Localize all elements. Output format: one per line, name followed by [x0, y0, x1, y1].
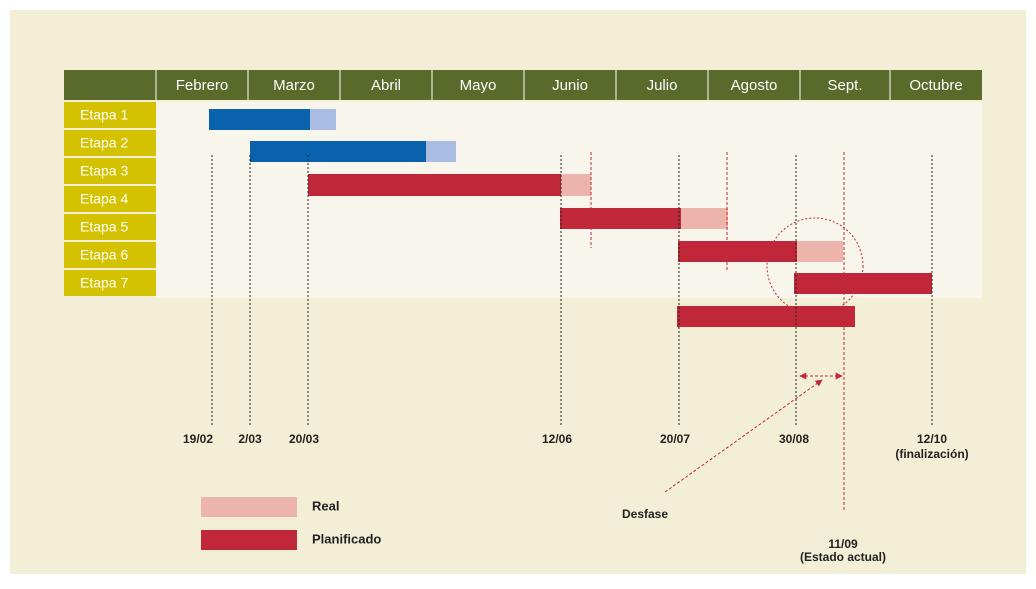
legend-swatch [201, 497, 297, 517]
date-label: 20/03 [289, 432, 319, 446]
current-date: 11/09 [828, 537, 858, 551]
stage-cell [64, 270, 156, 296]
stage-cell [64, 186, 156, 212]
bar-real [797, 241, 843, 262]
stage-label: Etapa 2 [80, 135, 128, 151]
stage-cell [64, 130, 156, 156]
bars [209, 109, 932, 327]
month-label: Febrero [176, 77, 229, 94]
stage-label: Etapa 4 [80, 191, 128, 207]
month-label: Mayo [460, 77, 497, 94]
bar-real [561, 174, 591, 196]
legend-label: Real [312, 498, 339, 513]
stage-label: Etapa 5 [80, 219, 128, 235]
stage-label: Etapa 6 [80, 247, 128, 263]
date-label: 12/10 [917, 432, 947, 446]
annotation: Desfase [622, 507, 668, 521]
month-label: Julio [647, 77, 678, 94]
bar-planned [560, 208, 681, 229]
annotation-arrow [664, 379, 823, 493]
stage-label: Etapa 7 [80, 275, 128, 291]
bar-real [426, 141, 456, 162]
legend-label: Planificado [312, 531, 381, 546]
month-label: Octubre [909, 77, 962, 94]
date-label: 12/06 [542, 432, 572, 446]
stage-label: Etapa 3 [80, 163, 128, 179]
stage-cell [64, 242, 156, 268]
bar-planned [250, 141, 426, 162]
bar-planned [678, 241, 797, 262]
date-label: 20/07 [660, 432, 690, 446]
bar-real [681, 208, 728, 229]
end-note: (finalización) [895, 447, 968, 461]
month-label: Agosto [731, 77, 778, 94]
stage-cell [64, 158, 156, 184]
bar-planned [308, 174, 561, 196]
month-label: Junio [552, 77, 588, 94]
header-row [64, 70, 982, 100]
stage-cell [64, 102, 156, 128]
bar-real [310, 109, 336, 130]
date-label: 19/02 [183, 432, 213, 446]
month-label: Abril [371, 77, 401, 94]
highlight-circle [766, 217, 864, 315]
bar-planned [209, 109, 310, 130]
current-note: (Estado actual) [800, 550, 886, 564]
legend-swatch [201, 530, 297, 550]
bar-planned [794, 273, 932, 294]
stage-cell [64, 214, 156, 240]
month-label: Sept. [827, 77, 862, 94]
grid-area [156, 102, 982, 298]
date-label: 30/08 [779, 432, 809, 446]
guides [211, 152, 933, 510]
bar-planned [677, 306, 855, 327]
date-label: 2/03 [238, 432, 262, 446]
stage-label: Etapa 1 [80, 107, 128, 123]
month-label: Marzo [273, 77, 315, 94]
